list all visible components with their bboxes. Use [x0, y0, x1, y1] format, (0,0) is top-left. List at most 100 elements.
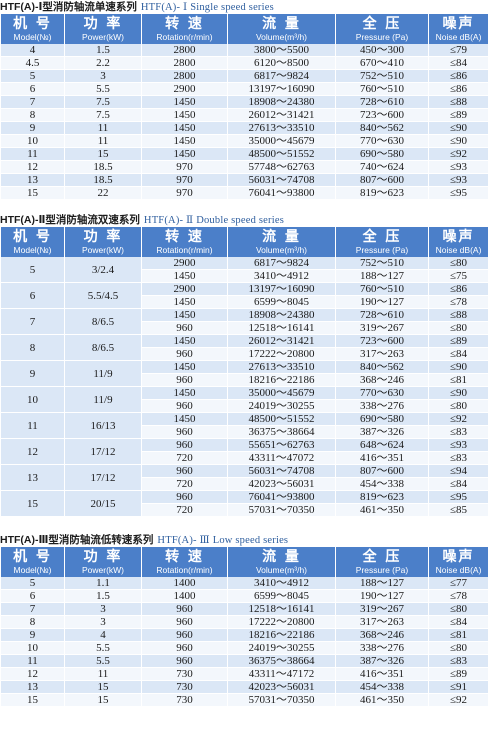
pressure-cell: 770～630	[336, 387, 429, 400]
noise-cell: ≤92	[429, 694, 488, 707]
noise-cell: ≤93	[429, 161, 488, 174]
header-volume: 流 量 Volume(m³/h)	[228, 547, 336, 577]
power-cell: 7.5	[65, 109, 142, 122]
table-row: 7 7.5 1450 18908～24380 728～610 ≤88	[1, 96, 488, 109]
table-row: 11 5.5 960 36375～38664 387～326 ≤83	[1, 655, 488, 668]
model-cell: 15	[1, 491, 65, 517]
model-cell: 6	[1, 283, 65, 309]
noise-cell: ≤80	[429, 642, 488, 655]
model-cell: 13	[1, 681, 65, 694]
table-row: 6 1.5 1400 6599～8045 190～127 ≤78	[1, 590, 488, 603]
title-en: HTF(A)- Ⅰ Single speed series	[140, 2, 274, 13]
header-volume: 流 量 Volume(m³/h)	[228, 227, 336, 257]
table-row: 6 5.5 2900 13197～16090 760～510 ≤86	[1, 83, 488, 96]
rotation-cell: 2800	[142, 57, 228, 70]
pressure-cell: 190～127	[336, 590, 429, 603]
pressure-cell: 319～267	[336, 603, 429, 616]
header-noise: 噪声 Noise dB(A)	[429, 547, 488, 577]
noise-cell: ≤93	[429, 439, 488, 452]
rotation-cell: 1450	[142, 335, 228, 348]
model-cell: 12	[1, 439, 65, 465]
table-row: 5 3 2800 6817～9824 752～510 ≤86	[1, 70, 488, 83]
table-row: 10 11/9 1450 35000～45679 770～630 ≤90	[1, 387, 488, 413]
power-cell: 20/15	[65, 491, 142, 517]
title-en: HTF(A)- Ⅲ Low speed series	[157, 535, 289, 546]
section-single-speed: HTF(A)-Ⅰ型消防轴流单速系列 HTF(A)- Ⅰ Single speed …	[0, 0, 489, 200]
table-row: 720 42023～56031 454～338 ≤84	[1, 478, 488, 491]
pressure-cell: 690～580	[336, 148, 429, 161]
model-cell: 7	[1, 603, 65, 616]
volume-cell: 76041～93800	[228, 187, 336, 200]
table-row: 12 17/12 960 55651～62763 648～624 ≤93	[1, 439, 488, 465]
power-cell: 3	[65, 603, 142, 616]
volume-cell: 6817～9824	[228, 257, 336, 270]
table-header-row: 机 号 Model(№) 功 率 Power(kW) 转 速 Rotation(r/m…	[1, 227, 488, 257]
power-cell: 1.5	[65, 590, 142, 603]
model-cell: 8	[1, 616, 65, 629]
power-cell: 3	[65, 616, 142, 629]
pressure-cell: 840～562	[336, 122, 429, 135]
model-cell: 7	[1, 309, 65, 335]
model-cell: 15	[1, 187, 65, 200]
header-model: 机 号 Model(№)	[1, 14, 65, 44]
noise-cell: ≤89	[429, 668, 488, 681]
pressure-cell: 461～350	[336, 504, 429, 517]
table-row: 5 1.1 1400 3410～4912 188～127 ≤77	[1, 577, 488, 590]
noise-cell: ≤77	[429, 577, 488, 590]
volume-cell: 24019～30255	[228, 400, 336, 413]
power-cell: 16/13	[65, 413, 142, 439]
power-cell: 11	[65, 135, 142, 148]
power-cell: 15	[65, 694, 142, 707]
volume-cell: 13197～16090	[228, 83, 336, 96]
noise-cell: ≤83	[429, 426, 488, 439]
table-row: 8 3 960 17222～20800 317～263 ≤84	[1, 616, 488, 629]
pressure-cell: 368～246	[336, 629, 429, 642]
table-row: 720 43311～47072 416～351 ≤83	[1, 452, 488, 465]
rotation-cell: 960	[142, 439, 228, 452]
noise-cell: ≤80	[429, 400, 488, 413]
pressure-cell: 770～630	[336, 135, 429, 148]
pressure-cell: 190～127	[336, 296, 429, 309]
table-row: 15 15 730 57031～70350 461～350 ≤92	[1, 694, 488, 707]
table-row: 9 11 1450 27613～33510 840～562 ≤90	[1, 122, 488, 135]
volume-cell: 35000～45679	[228, 135, 336, 148]
noise-cell: ≤78	[429, 590, 488, 603]
volume-cell: 6599～8045	[228, 590, 336, 603]
volume-cell: 6120～8500	[228, 57, 336, 70]
power-cell: 5.5	[65, 655, 142, 668]
header-pressure: 全 压 Pressure (Pa)	[336, 547, 429, 577]
volume-cell: 55651～62763	[228, 439, 336, 452]
table-row: 960 12518～16141 319～267 ≤80	[1, 322, 488, 335]
table-row: 960 36375～38664 387～326 ≤83	[1, 426, 488, 439]
rotation-cell: 720	[142, 504, 228, 517]
table-row: 960 17222～20800 317～263 ≤84	[1, 348, 488, 361]
volume-cell: 18908～24380	[228, 309, 336, 322]
title-cn: HTF(A)-Ⅱ型消防轴流双速系列	[0, 214, 140, 226]
pressure-cell: 728～610	[336, 96, 429, 109]
table-row: 8 7.5 1450 26012～31421 723～600 ≤89	[1, 109, 488, 122]
table-row: 1450 6599～8045 190～127 ≤78	[1, 296, 488, 309]
table-row: 11 16/13 1450 48500～51552 690～580 ≤92	[1, 413, 488, 439]
header-pressure: 全 压 Pressure (Pa)	[336, 227, 429, 257]
volume-cell: 57748～62763	[228, 161, 336, 174]
pressure-cell: 819～623	[336, 491, 429, 504]
noise-cell: ≤86	[429, 83, 488, 96]
power-cell: 7.5	[65, 96, 142, 109]
pressure-cell: 760～510	[336, 283, 429, 296]
volume-cell: 48500～51552	[228, 148, 336, 161]
power-cell: 3/2.4	[65, 257, 142, 283]
pressure-cell: 807～600	[336, 465, 429, 478]
pressure-cell: 454～338	[336, 681, 429, 694]
header-noise: 噪声 Noise dB(A)	[429, 14, 488, 44]
rotation-cell: 1450	[142, 309, 228, 322]
model-cell: 9	[1, 629, 65, 642]
noise-cell: ≤90	[429, 387, 488, 400]
section-low-speed: HTF(A)-Ⅲ型消防轴流低转速系列 HTF(A)- Ⅲ Low speed se…	[0, 533, 489, 707]
rotation-cell: 960	[142, 426, 228, 439]
rotation-cell: 960	[142, 642, 228, 655]
table-row: 10 11 1450 35000～45679 770～630 ≤90	[1, 135, 488, 148]
table-row: 12 18.5 970 57748～62763 740～624 ≤93	[1, 161, 488, 174]
volume-cell: 57031～70350	[228, 694, 336, 707]
volume-cell: 18908～24380	[228, 96, 336, 109]
header-volume: 流 量 Volume(m³/h)	[228, 14, 336, 44]
